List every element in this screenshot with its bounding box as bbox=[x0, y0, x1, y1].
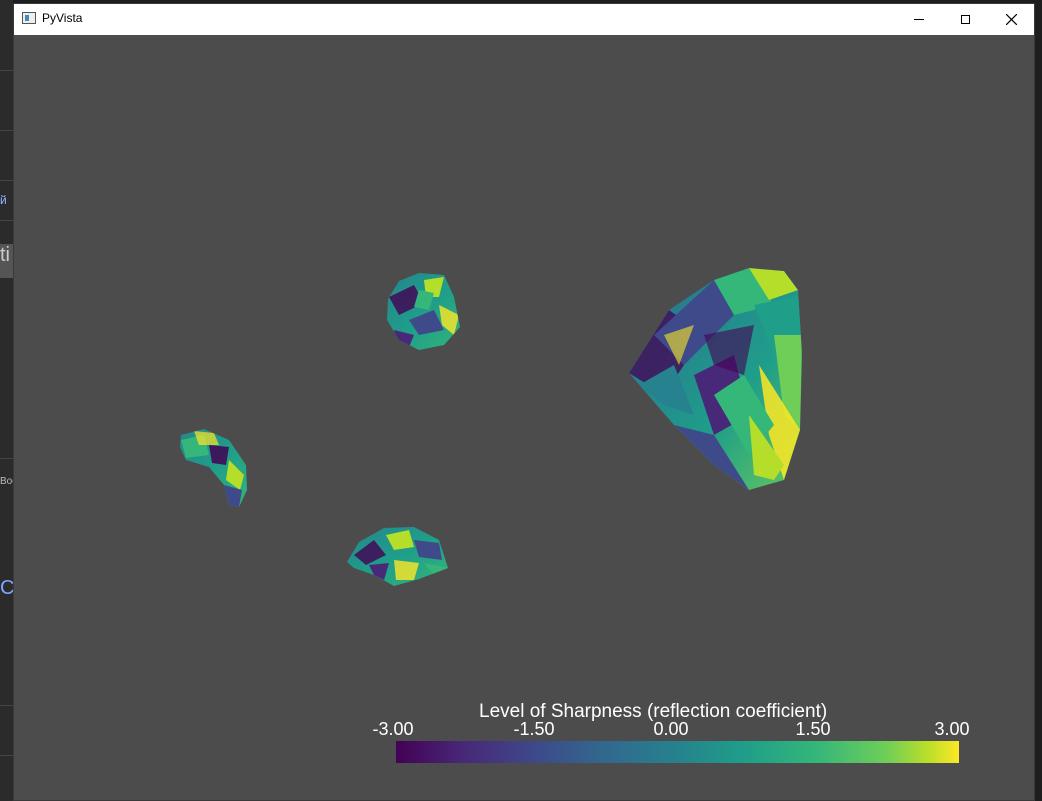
divider bbox=[0, 130, 13, 131]
window-title: PyVista bbox=[42, 11, 83, 25]
background-text: ti bbox=[0, 244, 13, 278]
divider bbox=[0, 180, 13, 181]
scalar-bar-title: Level of Sharpness (reflection coefficie… bbox=[479, 701, 828, 722]
mesh-small-left[interactable] bbox=[174, 425, 254, 510]
close-icon bbox=[1005, 14, 1017, 25]
mesh-small-bottom[interactable] bbox=[344, 523, 454, 588]
maximize-icon bbox=[960, 15, 970, 24]
scalar-bar-tick: -1.50 bbox=[513, 719, 555, 739]
background-text: Boo bbox=[0, 476, 13, 487]
background-app-strip: й ti Boo C bbox=[0, 0, 13, 801]
pyvista-window: PyVista bbox=[13, 3, 1035, 801]
divider bbox=[0, 755, 13, 756]
scalar-bar-tick: 0.00 bbox=[653, 719, 689, 739]
divider bbox=[0, 705, 13, 706]
divider bbox=[0, 70, 13, 71]
maximize-button[interactable] bbox=[942, 4, 988, 35]
background-text: C bbox=[0, 577, 13, 599]
divider bbox=[0, 458, 13, 459]
render-viewport[interactable]: Level of Sharpness (reflection coefficie… bbox=[14, 35, 1034, 800]
divider bbox=[0, 220, 13, 221]
scene-canvas[interactable] bbox=[14, 35, 1034, 800]
minimize-button[interactable] bbox=[896, 4, 942, 35]
scalar-bar-colormap bbox=[396, 741, 959, 763]
app-icon bbox=[22, 12, 36, 24]
scalar-bar-tick: 3.00 bbox=[934, 719, 970, 739]
mesh-large-right[interactable] bbox=[614, 260, 814, 500]
minimize-icon bbox=[914, 19, 924, 20]
mesh-small-top[interactable] bbox=[384, 270, 464, 355]
scalar-bar-tick: -3.00 bbox=[372, 719, 414, 739]
scalar-bar-tick: 1.50 bbox=[795, 719, 831, 739]
background-text: й bbox=[0, 193, 7, 207]
title-bar[interactable]: PyVista bbox=[14, 4, 1034, 35]
close-button[interactable] bbox=[988, 4, 1034, 35]
